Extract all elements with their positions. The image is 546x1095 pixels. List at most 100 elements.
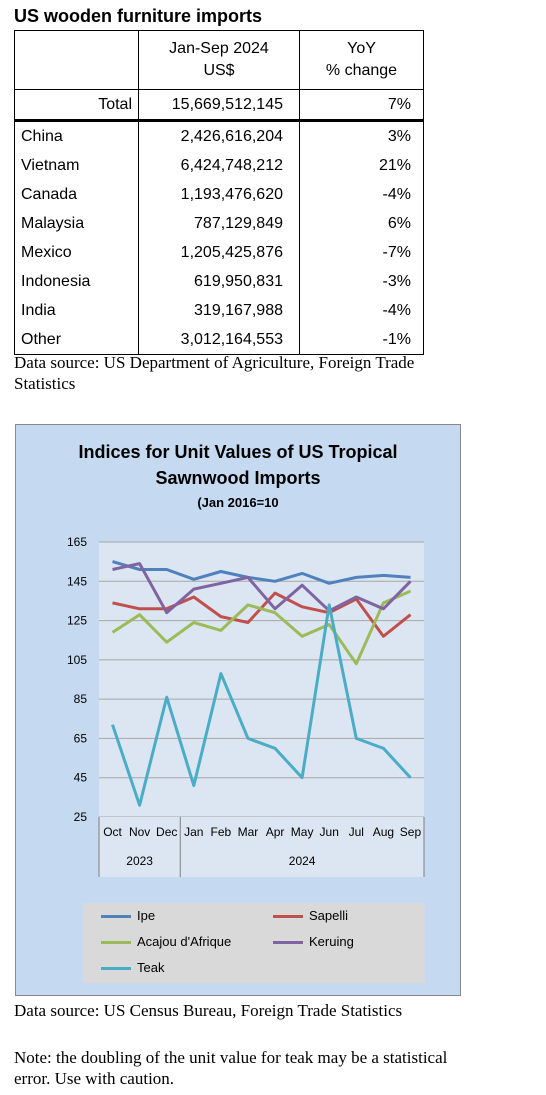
x-tick-label: Jan — [184, 825, 203, 839]
table-row: Mexico 1,205,425,876 -7% — [14, 238, 424, 267]
header-empty-cell — [14, 30, 139, 90]
legend-swatch — [101, 941, 131, 945]
country-change: -7% — [299, 238, 424, 267]
x-tick-label: May — [291, 825, 314, 839]
series-line-ipe — [112, 560, 411, 585]
country-change: 21% — [299, 151, 424, 180]
country-value: 1,205,425,876 — [138, 238, 300, 267]
category-axis-area — [99, 817, 424, 877]
y-tick-label: 165 — [67, 535, 87, 549]
x-tick-label: Jul — [349, 825, 364, 839]
country-value: 319,167,988 — [138, 296, 300, 325]
chart-source: Data source: US Census Bureau, Foreign T… — [14, 1001, 403, 1020]
unit-value-chart: Indices for Unit Values of US Tropical S… — [15, 424, 461, 996]
country-label: China — [14, 120, 139, 151]
y-tick-label: 125 — [67, 614, 87, 628]
x-tick-label: Jun — [320, 825, 339, 839]
y-tick-label: 25 — [74, 810, 88, 824]
x-tick-label: Nov — [129, 825, 150, 839]
country-value: 619,950,831 — [138, 267, 300, 296]
x-tick-label: Feb — [211, 825, 232, 839]
country-value: 6,424,748,212 — [138, 151, 300, 180]
legend-item: Acajou d'Afrique — [101, 933, 231, 951]
year-group-label: 2024 — [289, 854, 316, 868]
country-change: -1% — [299, 325, 424, 355]
y-tick-label: 65 — [74, 731, 88, 745]
legend-item: Teak — [101, 959, 164, 977]
country-change: 6% — [299, 209, 424, 238]
y-tick-label: 85 — [74, 692, 88, 706]
note-line2: error. Use with caution. — [14, 1069, 175, 1088]
table-header-row: Jan-Sep 2024 US$ YoY % change — [14, 30, 424, 90]
table-row: Canada 1,193,476,620 -4% — [14, 180, 424, 209]
legend-swatch — [273, 915, 303, 919]
country-label: Indonesia — [14, 267, 139, 296]
legend-item: Ipe — [101, 907, 155, 925]
table-source: Data source: US Department of Agricultur… — [14, 352, 414, 394]
total-value: 15,669,512,145 — [138, 89, 300, 122]
x-tick-label: Aug — [373, 825, 394, 839]
note: Note: the doubling of the unit value for… — [14, 1047, 447, 1089]
y-tick-label: 105 — [67, 653, 87, 667]
table-row: China 2,426,616,204 3% — [14, 120, 424, 151]
table-row: Other 3,012,164,553 -1% — [14, 325, 424, 355]
chart-title-line1: Indices for Unit Values of US Tropical — [78, 442, 398, 462]
total-change: 7% — [299, 89, 424, 122]
country-value: 787,129,849 — [138, 209, 300, 238]
table-title: US wooden furniture imports — [14, 6, 263, 26]
x-tick-label: Mar — [238, 825, 259, 839]
x-tick-label: Apr — [266, 825, 285, 839]
country-value: 2,426,616,204 — [138, 120, 300, 151]
legend-label: Ipe — [137, 908, 156, 923]
note-line1: Note: the doubling of the unit value for… — [14, 1048, 448, 1067]
country-label: India — [14, 296, 139, 325]
legend-label: Sapelli — [309, 908, 349, 923]
country-label: Vietnam — [14, 151, 139, 180]
legend-swatch — [273, 941, 303, 945]
header-change-line2: % change — [325, 62, 398, 79]
total-row: Total 15,669,512,145 7% — [14, 89, 424, 122]
series-line-keruing — [112, 562, 412, 615]
country-change: 3% — [299, 120, 424, 151]
header-value-line1: Jan-Sep 2024 — [169, 40, 269, 57]
series-line-teak — [111, 603, 412, 807]
table-row: Malaysia 787,129,849 6% — [14, 209, 424, 238]
header-value-cell: Jan-Sep 2024 US$ — [138, 30, 300, 90]
country-label: Malaysia — [14, 209, 139, 238]
series-line-acajou-d-afrique — [111, 589, 412, 666]
table-source-line2: Statistics — [14, 374, 76, 393]
country-label: Other — [14, 325, 139, 355]
table-row: Vietnam 6,424,748,212 21% — [14, 151, 424, 180]
country-change: -4% — [299, 180, 424, 209]
header-change-line1: YoY — [347, 40, 376, 57]
y-tick-label: 45 — [74, 771, 88, 785]
header-value-line2: US$ — [203, 62, 235, 79]
country-value: 3,012,164,553 — [138, 325, 300, 355]
x-tick-label: Dec — [156, 825, 177, 839]
year-group-label: 2023 — [126, 854, 153, 868]
legend-swatch — [101, 915, 131, 919]
chart-subtitle: (Jan 2016=10 — [197, 495, 279, 510]
country-value: 1,193,476,620 — [138, 180, 300, 209]
legend-label: Acajou d'Afrique — [137, 934, 232, 949]
furniture-imports-table: Jan-Sep 2024 US$ YoY % change Total 15,6… — [14, 30, 424, 355]
chart-plot: 25 45 65 85 105 125 145 165 Oct Nov Dec Jan Feb Mar Ap… — [67, 535, 425, 877]
country-change: -4% — [299, 296, 424, 325]
table-source-line1: Data source: US Department of Agricultur… — [14, 353, 415, 372]
legend-item: Keruing — [273, 933, 354, 951]
country-label: Canada — [14, 180, 139, 209]
x-tick-label: Sep — [400, 825, 422, 839]
legend-swatch — [101, 967, 131, 971]
table-row: India 319,167,988 -4% — [14, 296, 424, 325]
chart-legend: Ipe Sapelli Acajou d'Afrique Keruing Teak — [83, 903, 425, 983]
country-label: Mexico — [14, 238, 139, 267]
header-change-cell: YoY % change — [299, 30, 424, 90]
chart-title-line2: Sawnwood Imports — [155, 468, 321, 488]
country-change: -3% — [299, 267, 424, 296]
table-row: Indonesia 619,950,831 -3% — [14, 267, 424, 296]
legend-label: Keruing — [309, 934, 354, 949]
x-tick-label: Oct — [103, 825, 122, 839]
legend-label: Teak — [137, 960, 165, 975]
total-label: Total — [14, 89, 139, 122]
legend-item: Sapelli — [273, 907, 348, 925]
